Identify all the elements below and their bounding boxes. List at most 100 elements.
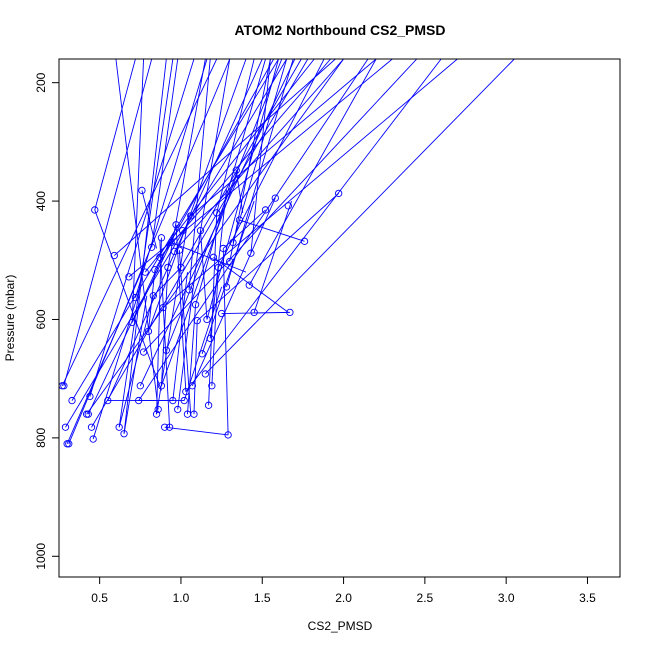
y-tick-label-0: 200: [34, 72, 48, 92]
data-point-80: [300, 237, 309, 245]
y-tick-label-3: 800: [34, 428, 48, 448]
data-point-49: [185, 286, 193, 294]
profile-segment-73: [208, 212, 218, 406]
chart-title: ATOM2 Northbound CS2_PMSD: [234, 22, 445, 38]
profile-segment-12: [113, 59, 336, 256]
profile-segment-55: [232, 59, 288, 243]
data-point-47: [182, 388, 190, 396]
data-point-58: [203, 315, 211, 324]
profile-segment-69: [156, 237, 162, 415]
data-point-9: [87, 423, 96, 431]
data-point-7: [84, 410, 92, 418]
data-point-41: [172, 221, 180, 229]
data-point-77: [271, 194, 279, 202]
profile-segment-62: [164, 426, 229, 436]
x-tick-label-5: 3.0: [498, 591, 515, 605]
data-point-73: [245, 281, 253, 289]
profile-segment-45: [205, 59, 515, 375]
profile-segment-44: [201, 200, 255, 354]
profile-segment-9: [94, 59, 136, 211]
profile-segment-52: [222, 209, 266, 249]
profile-segment-49: [216, 59, 255, 214]
data-point-1: [60, 382, 68, 390]
profile-segment-36: [183, 286, 223, 401]
profile-segment-14: [123, 59, 167, 434]
profile-segment-75: [187, 304, 197, 415]
data-point-12: [104, 396, 112, 405]
data-point-61: [208, 382, 216, 390]
x-tick-label-1: 1.0: [173, 591, 190, 605]
profile-segment-41: [195, 59, 266, 305]
profile-segment-61: [115, 59, 159, 410]
profile-segment-74: [211, 267, 219, 386]
profile-segment-25: [154, 59, 275, 270]
profile-segment-16: [131, 59, 145, 323]
data-point-32: [157, 234, 166, 242]
data-point-75: [250, 308, 258, 317]
profile-segment-34: [177, 230, 201, 410]
data-point-43: [175, 246, 183, 254]
data-point-71: [232, 166, 240, 174]
data-point-30: [156, 253, 164, 261]
data-point-69: [226, 257, 234, 266]
data-point-59: [204, 401, 213, 409]
profile-segment-2: [65, 59, 288, 428]
data-point-81: [335, 189, 343, 198]
data-point-51: [188, 382, 196, 390]
x-axis-label: CS2_PMSD: [308, 619, 373, 633]
profile-segment-57: [239, 219, 305, 242]
profile-segment-64: [172, 272, 188, 401]
data-point-4: [65, 440, 73, 448]
y-tick-label-4: 1000: [34, 543, 48, 570]
data-point-29: [154, 405, 162, 414]
profile-segment-43: [200, 59, 231, 231]
profile-segment-17: [134, 59, 208, 298]
x-tick-label-3: 2.0: [335, 591, 352, 605]
plot-marks: [59, 59, 515, 448]
data-point-74: [247, 249, 255, 257]
data-point-21: [138, 186, 146, 195]
data-point-33: [159, 303, 167, 312]
profile-segment-19: [139, 59, 296, 386]
data-point-22: [139, 348, 148, 356]
profile-segment-50: [217, 59, 325, 268]
data-point-5: [68, 396, 76, 405]
profile-segment-7: [91, 59, 309, 428]
data-point-60: [206, 334, 214, 343]
data-point-46: [180, 396, 188, 405]
profile-segment-46: [206, 59, 279, 320]
data-point-28: [152, 410, 161, 418]
profile-segment-68: [123, 295, 148, 434]
y-axis-label: Pressure (mbar): [3, 275, 17, 362]
profile-segment-82: [152, 267, 182, 297]
profile-segment-58: [248, 59, 377, 286]
y-tick-label-1: 400: [34, 191, 48, 211]
profile-segment-79: [160, 267, 169, 386]
data-point-55: [196, 227, 205, 235]
data-point-31: [157, 382, 166, 390]
y-tick-label-2: 600: [34, 309, 48, 329]
data-point-76: [261, 206, 270, 214]
plot-frame: [58, 58, 621, 578]
data-point-79: [286, 308, 294, 317]
data-point-68: [224, 431, 232, 439]
data-point-65: [217, 309, 226, 318]
profile-segment-54: [229, 59, 271, 262]
data-point-13: [110, 251, 118, 260]
profile-segment-1: [63, 59, 153, 386]
data-point-26: [149, 292, 157, 300]
data-point-36: [164, 263, 172, 272]
data-point-78: [284, 202, 292, 210]
data-point-20: [136, 382, 144, 390]
data-point-52: [190, 410, 198, 418]
profile-segment-65: [66, 263, 146, 444]
profile-segment-38: [188, 59, 211, 290]
data-point-67: [222, 283, 231, 291]
x-tick-label-0: 0.5: [91, 591, 108, 605]
data-point-57: [201, 370, 209, 378]
data-point-10: [89, 435, 97, 443]
data-point-25: [148, 243, 156, 251]
data-point-56: [198, 350, 206, 358]
data-point-27: [151, 266, 159, 274]
